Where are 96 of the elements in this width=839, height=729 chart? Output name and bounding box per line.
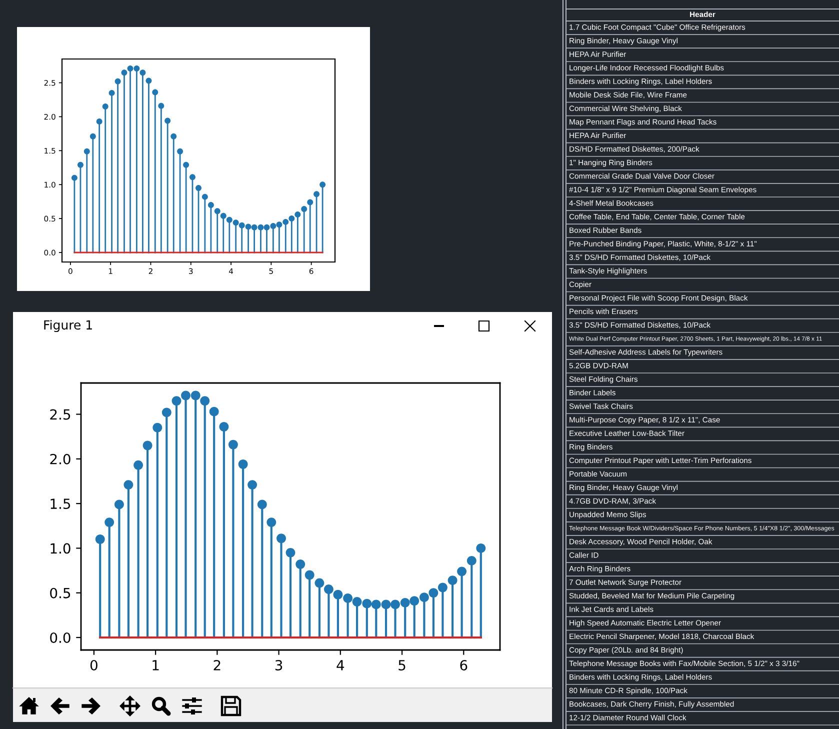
- x-tick-label: 6: [460, 660, 468, 670]
- x-tick-label: 2: [214, 660, 220, 670]
- point: [202, 194, 208, 200]
- point: [362, 598, 372, 608]
- point: [438, 582, 448, 592]
- point: [228, 440, 238, 450]
- y-tick-label: 2.0: [50, 454, 70, 464]
- point: [172, 396, 182, 406]
- x-tick-label: 5: [398, 660, 406, 670]
- point: [220, 212, 226, 219]
- point: [219, 422, 229, 432]
- point: [304, 570, 314, 580]
- x-tick-label: 1: [152, 660, 159, 670]
- point: [164, 118, 171, 124]
- point: [90, 133, 96, 140]
- point: [102, 104, 108, 110]
- point: [114, 78, 121, 84]
- point: [181, 390, 190, 400]
- point: [142, 440, 152, 450]
- point: [95, 534, 105, 544]
- y-tick-label: 0.0: [50, 632, 70, 643]
- point: [189, 174, 196, 180]
- point: [152, 422, 162, 432]
- point: [170, 133, 177, 140]
- point: [282, 218, 289, 225]
- x-tick-label: 4: [336, 660, 344, 670]
- point: [134, 460, 144, 470]
- point: [104, 518, 114, 528]
- point: [108, 90, 115, 96]
- point: [84, 148, 90, 154]
- point: [114, 500, 124, 510]
- point: [428, 588, 438, 598]
- point: [190, 390, 200, 400]
- point: [214, 208, 220, 214]
- point: [245, 224, 252, 230]
- point: [400, 598, 410, 608]
- point: [333, 590, 343, 600]
- point: [177, 148, 184, 154]
- point: [124, 480, 134, 490]
- point: [208, 202, 214, 208]
- point: [476, 543, 486, 553]
- point: [257, 500, 267, 510]
- point: [276, 534, 286, 544]
- point: [390, 600, 400, 610]
- point: [209, 406, 219, 416]
- point: [248, 480, 258, 490]
- point: [457, 566, 467, 576]
- point: [419, 592, 429, 602]
- y-tick-label: 0.5: [50, 588, 70, 598]
- chart-title: Figure 1: [44, 320, 92, 332]
- x-tick-label: 3: [275, 660, 282, 670]
- point: [286, 548, 296, 558]
- point: [152, 89, 158, 96]
- point: [183, 162, 190, 168]
- point: [158, 102, 164, 109]
- point: [448, 576, 458, 586]
- point: [381, 600, 391, 610]
- point: [266, 518, 276, 528]
- point: [96, 118, 102, 124]
- point: [410, 596, 420, 606]
- point: [276, 222, 282, 228]
- point: [296, 560, 306, 569]
- point: [294, 211, 301, 218]
- point: [314, 191, 320, 198]
- point: [307, 199, 314, 206]
- point: [200, 396, 210, 406]
- y-tick-label: 2.5: [50, 409, 70, 420]
- point: [71, 174, 78, 181]
- point: [466, 556, 476, 566]
- y-tick-label: 1.0: [50, 543, 70, 554]
- point: [371, 600, 381, 610]
- point: [258, 224, 264, 230]
- point: [77, 162, 84, 168]
- point: [238, 222, 245, 228]
- point: [121, 70, 128, 76]
- point: [127, 66, 134, 72]
- point: [301, 206, 308, 212]
- point: [324, 584, 334, 594]
- point: [264, 224, 270, 230]
- point: [320, 182, 326, 188]
- point: [251, 224, 258, 230]
- point: [232, 220, 239, 226]
- point: [134, 66, 140, 72]
- point: [352, 597, 362, 606]
- point: [238, 460, 248, 469]
- point: [226, 216, 232, 223]
- point: [343, 593, 353, 603]
- point: [146, 78, 152, 84]
- x-tick-label: 0: [90, 660, 98, 670]
- point: [314, 578, 324, 588]
- point: [288, 216, 295, 222]
- point: [270, 223, 276, 230]
- point: [196, 185, 202, 191]
- point: [162, 408, 172, 418]
- y-tick-label: 1.5: [50, 498, 70, 510]
- point: [140, 70, 146, 76]
